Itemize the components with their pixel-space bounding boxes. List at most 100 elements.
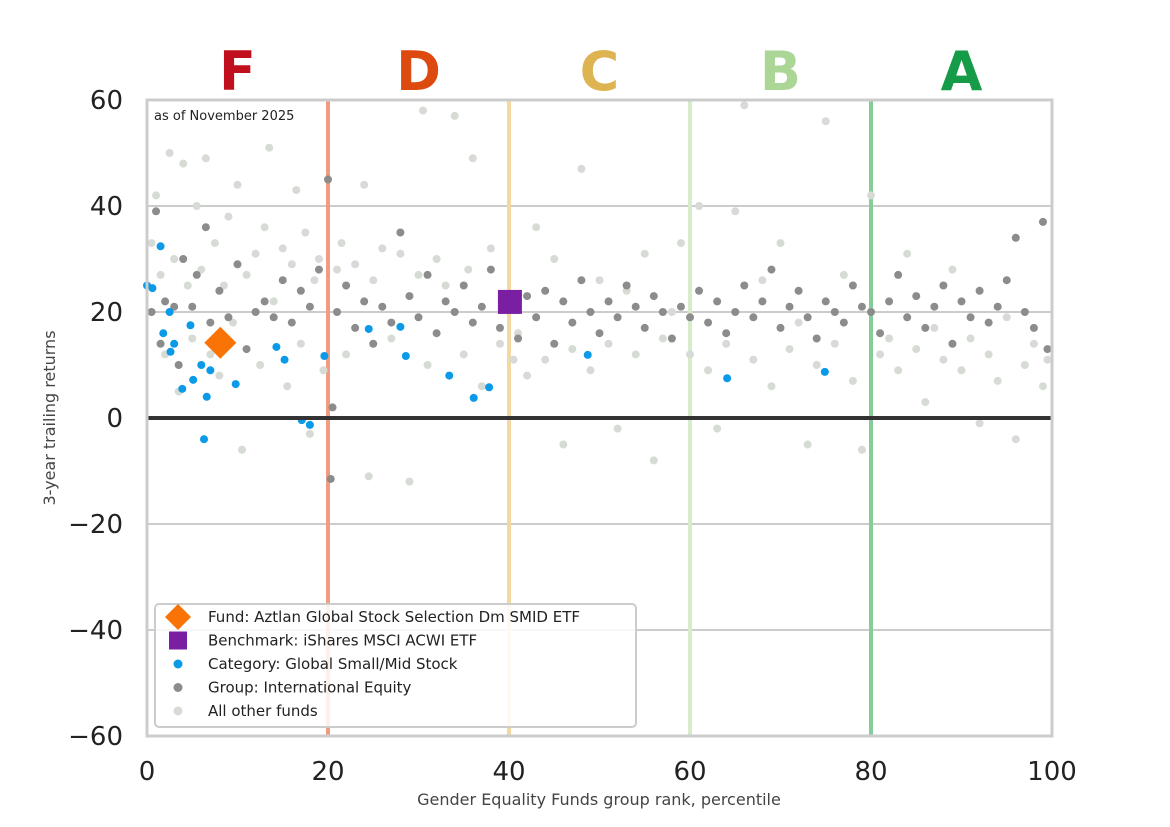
scatter-point	[333, 308, 342, 316]
scatter-point	[287, 260, 296, 269]
scatter-point	[1043, 345, 1052, 354]
legend-entry-label: Category: Global Small/Mid Stock	[208, 655, 458, 673]
scatter-point	[894, 366, 903, 375]
scatter-point	[948, 265, 957, 274]
x-axis-label: Gender Equality Funds group rank, percen…	[417, 790, 781, 809]
y-tick-label: 60	[90, 86, 123, 116]
scatter-point	[477, 382, 486, 391]
scatter-point	[631, 302, 640, 311]
scatter-point	[957, 297, 966, 306]
scatter-point	[328, 403, 337, 412]
scatter-point	[758, 276, 767, 285]
scatter-point	[794, 318, 803, 327]
scatter-point	[821, 117, 830, 126]
scatter-point	[613, 313, 622, 322]
scatter-point	[342, 350, 351, 359]
scatter-point	[848, 376, 857, 385]
scatter-point	[704, 318, 713, 327]
scatter-point	[238, 445, 247, 454]
scatter-point	[179, 159, 188, 168]
scatter-point	[188, 302, 197, 311]
scatter-point	[256, 361, 265, 369]
scatter-point	[314, 255, 323, 263]
scatter-point	[903, 249, 912, 258]
scatter-point	[197, 361, 206, 369]
scatter-point	[640, 249, 649, 258]
scatter-point	[613, 424, 622, 433]
scatter-point	[192, 202, 201, 210]
fund-marker	[204, 326, 237, 359]
scatter-point	[233, 260, 242, 269]
scatter-point	[676, 302, 685, 311]
scatter-point	[278, 244, 287, 253]
scatter-point	[215, 286, 224, 295]
scatter-point	[749, 313, 758, 322]
legend-marker	[173, 706, 183, 716]
scatter-point	[1038, 217, 1047, 226]
scatter-point	[378, 244, 387, 253]
x-tick-label: 60	[673, 757, 706, 787]
scatter-point	[192, 270, 201, 279]
y-tick-label: −60	[68, 722, 123, 752]
scatter-point	[723, 374, 732, 383]
scatter-point	[1011, 435, 1020, 444]
scatter-point	[314, 265, 323, 274]
scatter-point	[200, 435, 209, 444]
scatter-point	[857, 302, 866, 311]
scatter-point	[396, 228, 405, 237]
scatter-point	[686, 350, 694, 359]
scatter-point	[957, 366, 966, 375]
scatter-point	[459, 281, 468, 290]
scatter-point	[414, 270, 423, 279]
scatter-point	[903, 313, 912, 322]
scatter-point	[912, 345, 921, 354]
scatter-point	[885, 334, 894, 343]
scatter-point	[848, 281, 857, 290]
scatter-point	[631, 350, 640, 359]
scatter-point	[419, 106, 428, 115]
legend-marker	[165, 604, 191, 630]
scatter-point	[174, 361, 183, 369]
scatter-point	[541, 286, 550, 295]
scatter-point	[319, 366, 328, 375]
grade-label-A: A	[941, 40, 983, 103]
scatter-point	[278, 276, 287, 285]
scatter-point	[351, 323, 360, 332]
scatter-point	[1020, 361, 1029, 369]
scatter-point	[509, 355, 518, 364]
scatter-point	[785, 345, 794, 354]
scatter-point	[595, 329, 604, 338]
scatter-point	[170, 302, 179, 311]
scatter-point	[740, 101, 749, 110]
scatter-point	[740, 281, 749, 290]
scatter-point	[867, 191, 875, 200]
scatter-point	[201, 154, 210, 163]
scatter-point	[170, 255, 179, 263]
scatter-point	[749, 355, 758, 364]
scatter-point	[269, 297, 278, 306]
scatter-point	[197, 265, 206, 274]
y-tick-label: −20	[68, 510, 123, 540]
benchmark-marker	[497, 289, 522, 314]
scatter-point	[432, 255, 441, 263]
scatter-point	[405, 477, 414, 486]
scatter-point	[559, 297, 568, 306]
scatter-point	[468, 154, 477, 163]
scatter-point	[396, 322, 405, 331]
scatter-point	[387, 334, 396, 343]
scatter-point	[450, 111, 459, 120]
scatter-point	[577, 276, 586, 285]
scatter-point	[785, 302, 794, 311]
scatter-point	[984, 350, 993, 359]
legend-entry-label: Fund: Aztlan Global Stock Selection Dm S…	[208, 608, 580, 626]
scatter-point	[272, 342, 281, 351]
scatter-point	[1038, 382, 1047, 391]
scatter-point	[867, 308, 875, 316]
x-tick-label: 40	[492, 757, 525, 787]
scatter-point	[468, 318, 477, 327]
scatter-point	[206, 350, 215, 359]
scatter-point	[821, 297, 830, 306]
legend-entry-label: All other funds	[208, 702, 318, 720]
scatter-point	[722, 339, 731, 348]
